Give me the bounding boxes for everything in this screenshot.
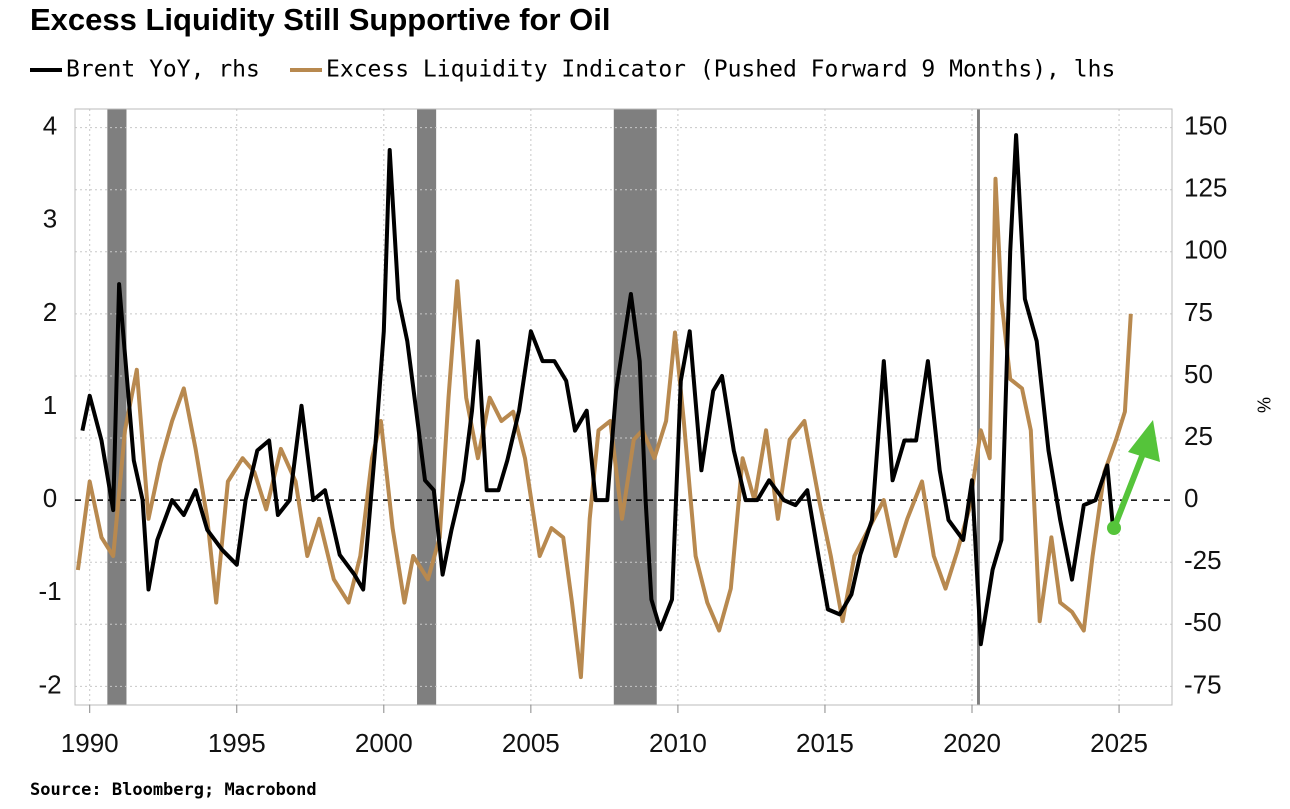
y2-tick-label: -25: [1184, 545, 1222, 575]
shaded-period: [613, 109, 657, 705]
chart-title: Excess Liquidity Still Supportive for Oi…: [30, 2, 611, 37]
x-tick-label: 1990: [61, 728, 119, 758]
y2-tick-label: 0: [1184, 483, 1198, 513]
y2-tick-label: 50: [1184, 359, 1213, 389]
source-note: Source: Bloomberg; Macrobond: [30, 780, 317, 800]
y-tick-label: 1: [43, 390, 57, 420]
y-tick-label: 3: [43, 204, 57, 234]
y-tick-label: 2: [43, 297, 57, 327]
annotation-arrowhead: [1128, 420, 1160, 462]
x-tick-label: 1995: [208, 728, 266, 758]
shaded-period: [417, 109, 437, 705]
y2-tick-label: -50: [1184, 607, 1222, 637]
y2-tick-label: 150: [1184, 111, 1227, 141]
legend-label: Brent YoY, rhs: [66, 57, 260, 83]
series-line: [75, 176, 1133, 680]
y2-tick-label: 125: [1184, 173, 1227, 203]
y-tick-label: 0: [43, 483, 57, 513]
y2-tick-label: 25: [1184, 421, 1213, 451]
y2-tick-label: -75: [1184, 669, 1222, 699]
y-tick-label: -1: [38, 576, 61, 606]
x-tick-label: 2005: [502, 728, 560, 758]
x-tick-label: 2010: [649, 728, 707, 758]
y2-tick-label: 100: [1184, 235, 1227, 265]
y2-axis-label: %: [1253, 397, 1273, 413]
x-tick-label: 2015: [796, 728, 854, 758]
x-tick-label: 2020: [943, 728, 1001, 758]
x-tick-label: 2025: [1090, 728, 1148, 758]
x-tick-label: 2000: [355, 728, 413, 758]
annotation-dot: [1107, 521, 1121, 535]
y2-tick-label: 75: [1184, 297, 1213, 327]
plot-frame: [74, 108, 1173, 706]
series-line: [80, 133, 1116, 647]
shaded-period: [977, 109, 980, 705]
y-tick-label: -2: [38, 669, 61, 699]
y-tick-label: 4: [43, 111, 57, 141]
annotation-arrow: [1111, 444, 1149, 530]
legend-label: Excess Liquidity Indicator (Pushed Forwa…: [326, 57, 1115, 83]
